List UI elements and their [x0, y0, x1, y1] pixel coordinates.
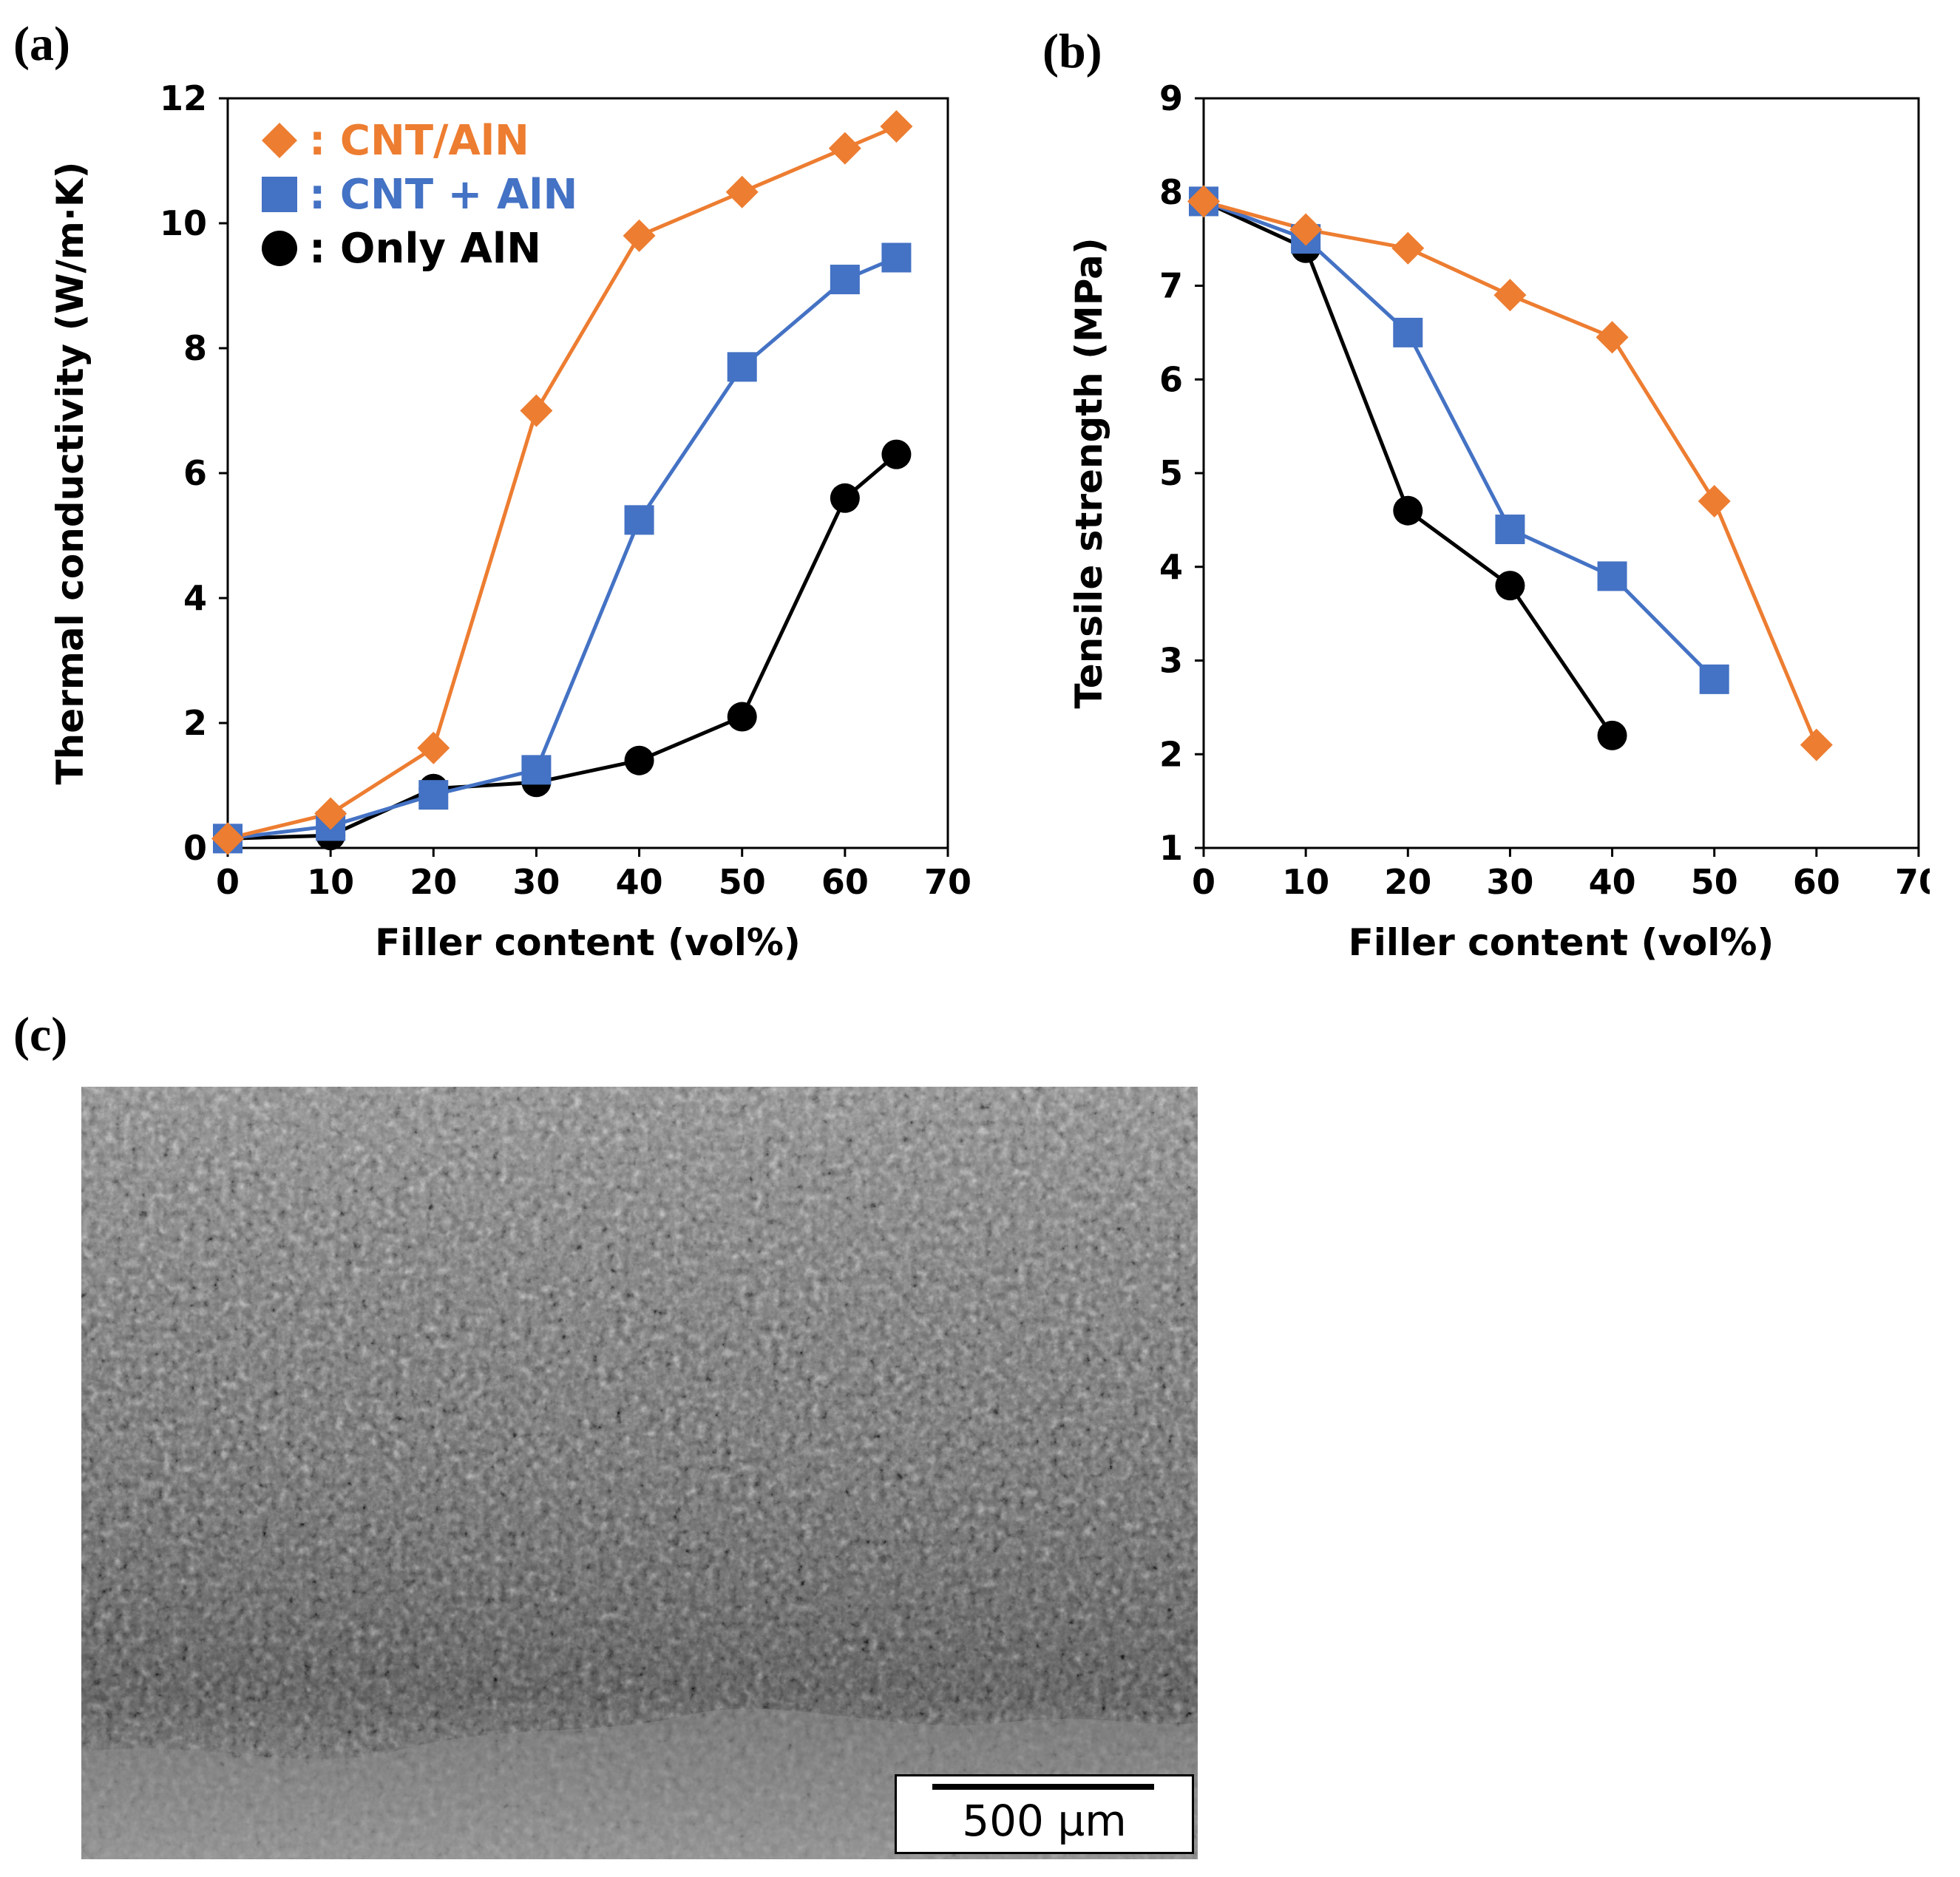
x-tick-label: 70	[1895, 862, 1930, 902]
y-axis-title: Tensile strength (MPa)	[1068, 237, 1110, 708]
data-point-diamond	[623, 219, 656, 252]
data-point-circle	[830, 483, 860, 513]
data-point-square	[1597, 561, 1627, 591]
data-point-square	[521, 755, 552, 785]
x-tick-label: 30	[512, 862, 560, 902]
data-point-diamond	[1596, 321, 1629, 354]
y-tick-label: 1	[1159, 828, 1183, 868]
sem-micrograph	[81, 1087, 1198, 1859]
data-point-square	[1495, 515, 1525, 545]
data-point-square	[1699, 664, 1729, 694]
x-tick-label: 20	[410, 862, 457, 902]
data-point-circle	[1495, 571, 1525, 601]
x-axis-title: Filler content (vol%)	[1349, 921, 1774, 964]
data-point-diamond	[520, 394, 553, 427]
x-tick-label: 30	[1486, 862, 1533, 902]
y-tick-label: 9	[1159, 78, 1183, 118]
scale-bar-label: 500 µm	[962, 1796, 1127, 1846]
data-point-square	[727, 352, 757, 382]
series-line-circle	[227, 452, 898, 841]
y-tick-label: 8	[1159, 172, 1183, 212]
y-tick-label: 8	[183, 328, 207, 368]
data-point-square	[830, 265, 860, 295]
data-point-diamond	[1493, 279, 1527, 312]
tensile-strength-chart: 0 10 20 30 40 50 60 70 1 2 3 4 5 6 7 8 9 Filler content (…	[1068, 78, 1930, 964]
x-tick-label: 70	[924, 862, 971, 902]
x-tick-label: 10	[1282, 862, 1329, 902]
data-point-diamond	[725, 175, 759, 208]
series-line-diamond	[227, 124, 898, 841]
x-tick-label: 0	[1192, 862, 1215, 902]
x-tick-label: 20	[1384, 862, 1431, 902]
scale-bar	[932, 1784, 1154, 1790]
y-tick-label: 2	[183, 703, 207, 743]
data-point-square	[624, 505, 654, 535]
y-tick-label: 3	[1159, 641, 1183, 681]
data-point-square	[1393, 317, 1423, 347]
thermal-conductivity-chart: 0 10 20 30 40 50 60 70 0 2 4 6 8 10 12 Filler content (…	[49, 78, 971, 964]
series-line-circle	[1202, 200, 1614, 737]
data-point-circle	[624, 745, 654, 775]
series-line-square	[227, 256, 898, 841]
data-point-circle	[1393, 495, 1423, 526]
legend-label-diamond: : CNT/AlN	[309, 117, 529, 165]
x-tick-label: 10	[307, 862, 354, 902]
micrograph-texture	[81, 1087, 1198, 1859]
legend-marker-square	[262, 177, 297, 212]
y-tick-label: 5	[1159, 453, 1183, 493]
data-point-diamond	[1698, 485, 1731, 518]
x-tick-label: 50	[1691, 862, 1738, 902]
y-tick-label: 7	[1159, 266, 1183, 306]
data-point-diamond	[1800, 728, 1833, 761]
panel-label-b: (b)	[1042, 24, 1102, 78]
data-point-diamond	[880, 110, 913, 143]
legend-label-square: : CNT + AlN	[309, 171, 577, 219]
y-tick-label: 6	[183, 453, 207, 493]
y-tick-label: 6	[1159, 359, 1183, 399]
data-point-diamond	[1289, 213, 1323, 246]
x-axis-title: Filler content (vol%)	[375, 921, 801, 964]
data-point-square	[881, 242, 912, 273]
data-point-diamond	[211, 822, 244, 855]
y-axis-title: Thermal conductivity (W/m·K)	[49, 162, 92, 785]
x-tick-label: 40	[616, 862, 663, 902]
y-tick-label: 0	[183, 828, 207, 868]
x-tick-label: 60	[821, 862, 869, 902]
data-point-diamond	[828, 132, 861, 165]
data-point-circle	[1597, 720, 1627, 750]
y-tick-label: 12	[160, 78, 207, 118]
data-point-circle	[881, 439, 912, 469]
y-tick-label: 4	[1159, 547, 1183, 587]
y-tick-label: 10	[160, 203, 207, 243]
data-point-diamond	[314, 797, 347, 830]
y-tick-label: 2	[1159, 734, 1183, 774]
x-tick-label: 40	[1589, 862, 1636, 902]
data-point-diamond	[1391, 231, 1425, 265]
legend-marker-diamond	[262, 123, 297, 158]
panel-label-c: (c)	[13, 1008, 68, 1062]
panel-label-a: (a)	[13, 17, 70, 71]
legend-marker-circle	[262, 231, 297, 266]
x-tick-label: 60	[1793, 862, 1840, 902]
scale-bar-box: 500 µm	[895, 1774, 1194, 1854]
data-point-diamond	[1187, 185, 1220, 218]
x-tick-label: 0	[216, 862, 240, 902]
series-line-square	[1203, 200, 1716, 681]
data-point-square	[418, 780, 449, 810]
data-point-circle	[727, 702, 757, 732]
y-tick-label: 4	[183, 578, 207, 618]
data-point-diamond	[417, 731, 450, 764]
legend-label-circle: : Only AlN	[309, 225, 541, 273]
x-tick-label: 50	[719, 862, 766, 902]
